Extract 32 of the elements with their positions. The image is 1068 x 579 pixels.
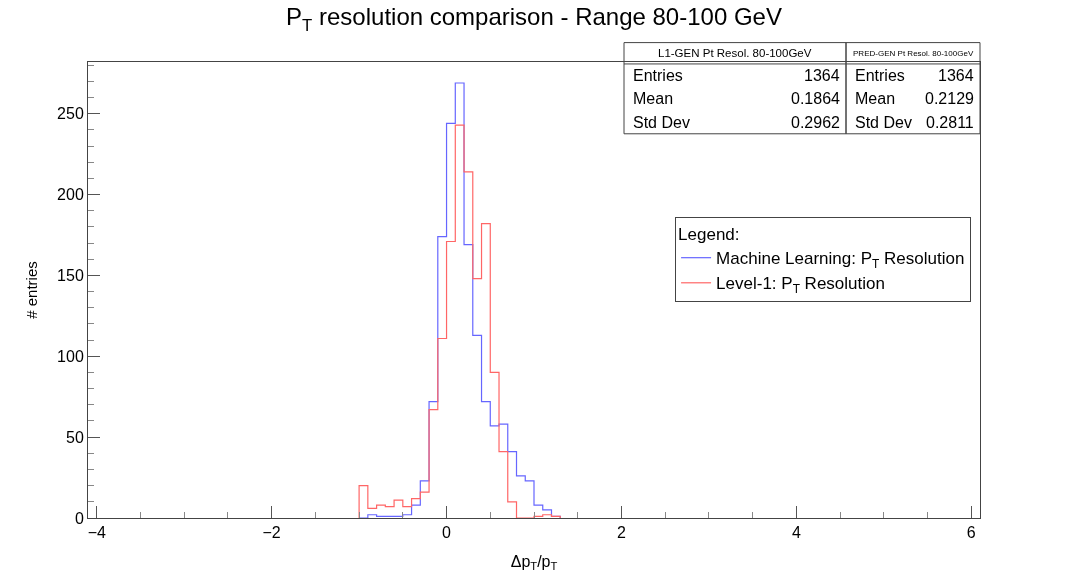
- x-tick-label: 0: [442, 524, 452, 542]
- y-tick-label: 100: [57, 347, 84, 365]
- x-axis-title: Δp$_{T}$/p$_{T}$: [510, 552, 558, 573]
- annotation: Std Dev: [855, 114, 912, 131]
- text: PRED-GEN Pt Resol. 80-100GeV: [853, 49, 974, 58]
- y-tick-label: 150: [57, 267, 84, 285]
- annotation: 0.2811: [926, 114, 974, 131]
- x-tick-label: −2: [262, 524, 281, 542]
- annotation: Entries: [855, 67, 905, 84]
- annotation: Mean: [855, 90, 896, 107]
- text: L1-GEN Pt Resol. 80-100GeV: [658, 47, 812, 59]
- legend-label: Machine Learning: P$_{T}$ Resolution: [716, 249, 965, 271]
- annotation: 1364: [938, 67, 974, 84]
- x-tick-label: −4: [87, 524, 106, 542]
- y-tick-label: 200: [57, 186, 84, 204]
- legend-label: Level-1: P$_{T}$ Resolution: [716, 274, 885, 296]
- y-tick-label: 50: [66, 428, 84, 446]
- annotation: 0.1864: [791, 90, 841, 107]
- x-tick-label: 6: [966, 524, 976, 542]
- annotation: 1364: [804, 67, 840, 84]
- annotation: Mean: [633, 90, 674, 107]
- x-tick-label: 2: [617, 524, 626, 542]
- annotation: 0.2962: [791, 114, 841, 131]
- annotation: Std Dev: [633, 114, 690, 131]
- annotation: 0.2129: [925, 90, 975, 107]
- x-tick-label: 4: [791, 524, 801, 542]
- annotation: Entries: [633, 67, 683, 84]
- y-tick-label: 0: [74, 509, 84, 527]
- y-tick-label: 250: [57, 105, 84, 123]
- y-axis-title: # entries: [23, 261, 41, 319]
- chart-title: P$_{T}$ resolution comparison - Range 80-100 GeV: [286, 3, 782, 35]
- legend-title: Legend:: [678, 225, 740, 245]
